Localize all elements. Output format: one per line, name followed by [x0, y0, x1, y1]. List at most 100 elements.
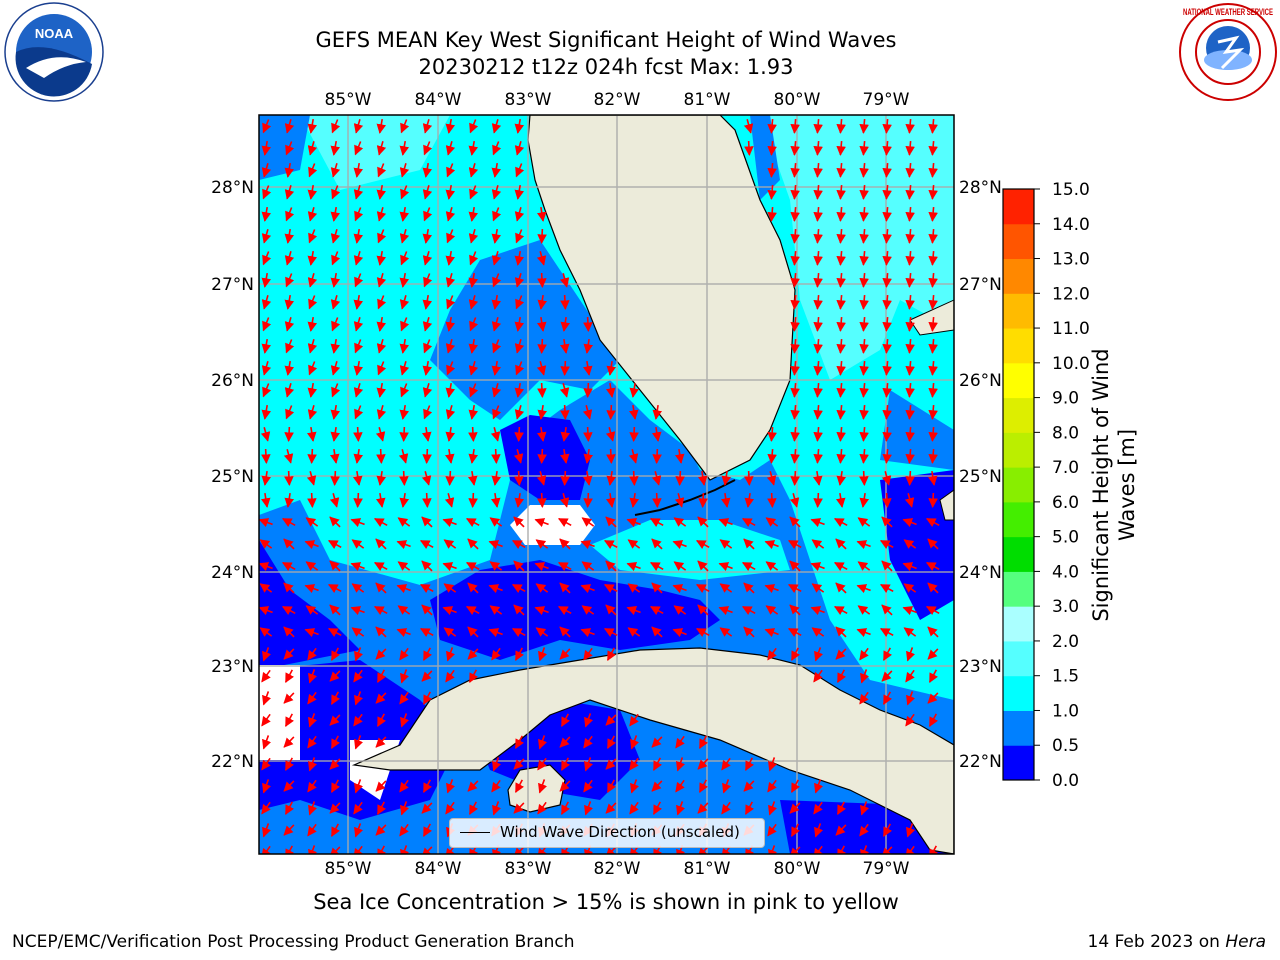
wind-wave-arrow: [375, 427, 386, 442]
wind-wave-arrow: [626, 606, 641, 616]
wind-wave-arrow: [882, 316, 892, 332]
wind-wave-arrow: [491, 317, 502, 332]
wind-wave-arrow: [649, 518, 664, 528]
wind-wave-arrow: [537, 206, 547, 222]
wind-wave-arrow: [329, 604, 341, 616]
wind-wave-arrow: [836, 272, 846, 288]
wind-wave-arrow: [283, 582, 295, 594]
wind-wave-arrow: [307, 448, 317, 464]
wind-wave-arrow: [354, 691, 364, 706]
wind-wave-arrow: [790, 140, 800, 156]
wind-wave-arrow: [375, 692, 387, 704]
wind-wave-arrow: [881, 560, 893, 572]
wind-wave-arrow: [903, 627, 917, 637]
wind-wave-arrow: [467, 626, 479, 638]
wind-wave-arrow: [375, 736, 387, 748]
wind-wave-arrow: [929, 713, 939, 728]
wind-wave-arrow: [905, 140, 915, 156]
wind-wave-arrow: [488, 628, 503, 638]
wind-wave-arrow: [284, 162, 295, 178]
wind-wave-arrow: [836, 338, 846, 354]
wind-wave-arrow: [903, 583, 917, 593]
wind-wave-arrow: [607, 779, 617, 794]
wind-wave-arrow: [721, 470, 731, 486]
wind-wave-arrow: [767, 823, 777, 837]
wind-wave-arrow: [422, 492, 432, 508]
colorbar-segment: [1003, 432, 1034, 468]
wind-wave-arrow: [560, 426, 570, 442]
wind-wave-arrow: [560, 294, 570, 310]
wind-wave-arrow: [469, 801, 479, 816]
wind-wave-arrow: [513, 846, 525, 854]
wind-wave-arrow: [422, 294, 433, 310]
wind-wave-arrow: [790, 118, 800, 134]
wind-wave-arrow: [583, 360, 593, 376]
wind-wave-arrow: [330, 272, 341, 288]
wind-wave-arrow: [583, 316, 593, 332]
wind-wave-arrow: [673, 561, 687, 571]
colorbar-segment: [1003, 571, 1034, 607]
wind-wave-arrow: [559, 493, 570, 508]
wind-wave-arrow: [262, 691, 272, 706]
wind-wave-arrow: [492, 339, 502, 354]
wind-wave-arrow: [790, 228, 800, 244]
wind-wave-arrow: [491, 294, 502, 310]
wind-wave-arrow: [285, 339, 295, 354]
wind-wave-arrow: [813, 470, 823, 486]
wind-wave-arrow: [308, 669, 318, 684]
wind-wave-arrow: [514, 141, 525, 156]
wind-wave-arrow: [469, 317, 479, 332]
wind-wave-arrow: [376, 141, 387, 156]
colorbar-tick-label: 4.0: [1052, 562, 1079, 582]
wind-wave-arrow: [515, 229, 525, 244]
wind-wave-arrow: [745, 801, 755, 816]
wind-wave-arrow: [353, 119, 364, 134]
wind-wave-arrow: [307, 823, 317, 837]
wind-wave-arrow: [927, 538, 939, 550]
wind-wave-arrow: [561, 713, 571, 728]
wind-wave-arrow: [514, 382, 525, 398]
wind-wave-arrow: [768, 757, 778, 772]
wind-wave-arrow: [813, 448, 823, 464]
wind-wave-arrow: [836, 206, 846, 222]
colorbar-tick-label: 2.0: [1052, 632, 1079, 652]
wind-wave-arrow: [262, 317, 272, 332]
wind-wave-arrow: [857, 561, 871, 571]
wind-wave-arrow: [925, 606, 940, 616]
wind-wave-arrow: [304, 628, 319, 638]
wind-wave-arrow: [859, 294, 869, 310]
wind-wave-arrow: [767, 162, 777, 178]
wind-wave-arrow: [261, 229, 272, 244]
wind-wave-arrow: [330, 404, 341, 420]
wind-wave-arrow: [353, 294, 364, 310]
wind-wave-arrow: [396, 584, 411, 594]
wind-wave-arrow: [465, 518, 480, 528]
wind-wave-arrow: [629, 470, 639, 486]
wind-wave-arrow: [928, 118, 938, 134]
wind-wave-arrow: [377, 361, 387, 376]
wind-wave-arrow: [765, 561, 779, 571]
lat-tick-right: 22°N: [959, 752, 1002, 772]
wind-wave-arrow: [445, 669, 455, 683]
wind-wave-arrow: [283, 538, 295, 550]
wind-wave-arrow: [836, 228, 846, 244]
wind-wave-arrow: [330, 470, 340, 486]
wind-wave-arrow: [928, 426, 938, 442]
lon-tick-bottom: 80°W: [774, 859, 821, 879]
wind-wave-arrow: [331, 735, 341, 750]
wind-wave-arrow: [262, 251, 272, 266]
wind-wave-arrow: [469, 185, 479, 200]
lon-tick-bottom: 79°W: [863, 859, 910, 879]
wind-wave-arrow: [373, 518, 388, 528]
wind-wave-arrow: [903, 539, 917, 549]
wind-wave-arrow: [627, 627, 641, 637]
wind-wave-arrow: [489, 561, 503, 571]
wind-wave-arrow: [836, 360, 846, 376]
wind-wave-arrow: [488, 540, 503, 550]
wind-wave-arrow: [400, 119, 410, 134]
wind-wave-arrow: [718, 562, 733, 572]
wind-wave-arrow: [743, 780, 755, 792]
wind-wave-arrow: [442, 606, 457, 616]
wind-wave-arrow: [445, 448, 455, 464]
wind-wave-arrow: [259, 562, 273, 572]
